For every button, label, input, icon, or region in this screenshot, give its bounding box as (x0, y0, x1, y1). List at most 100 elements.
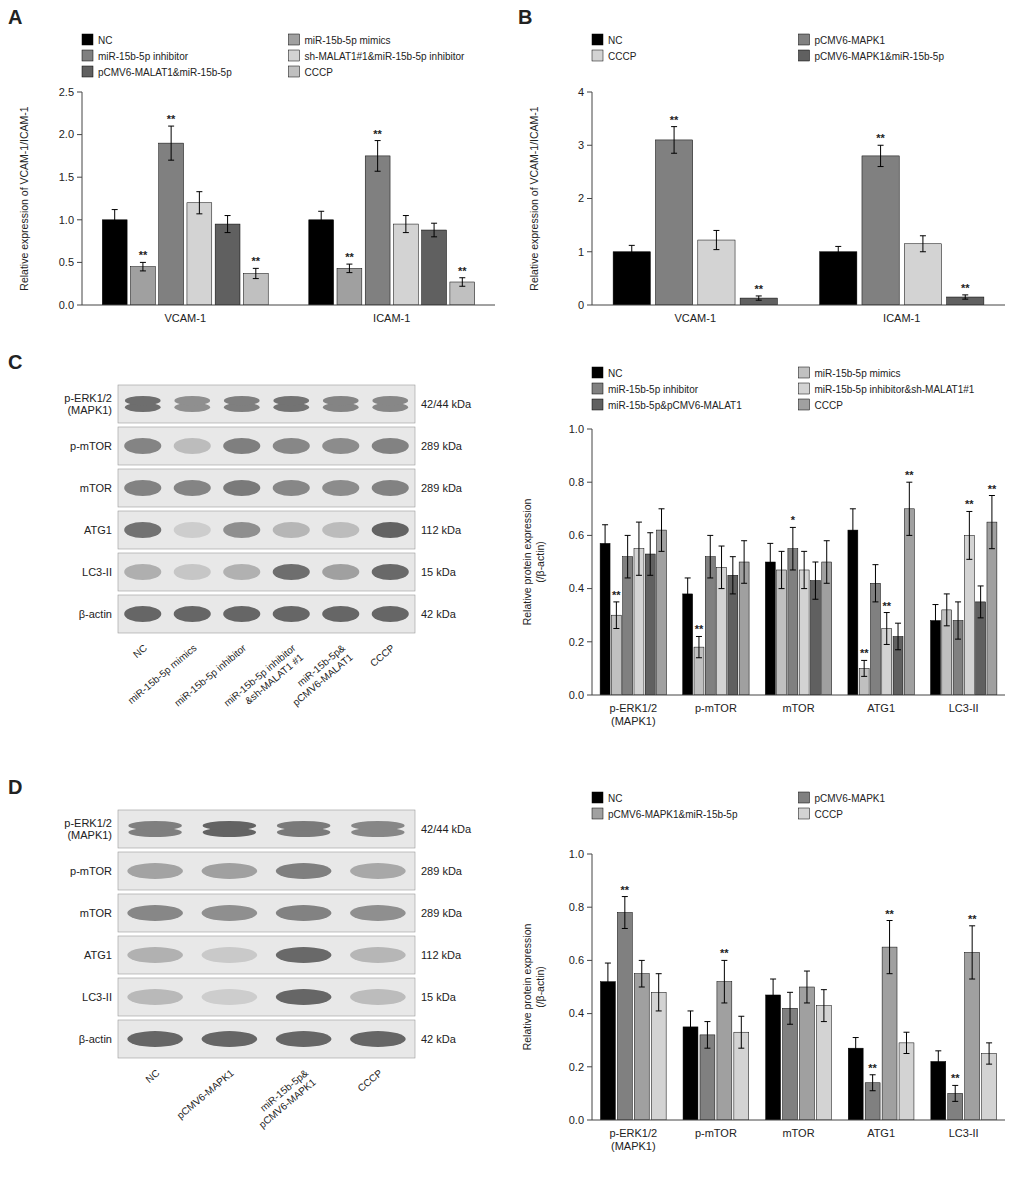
band (372, 480, 409, 496)
error-bar (605, 963, 611, 1000)
y-tick-label: 0.8 (569, 476, 584, 488)
x-tick-label-line: p-mTOR (695, 702, 737, 714)
significance-label: ** (961, 282, 970, 294)
significance-label: ** (876, 132, 885, 144)
y-tick-label-line: 1.0 (569, 848, 584, 860)
y-tick (587, 535, 592, 536)
y-tick-label: 0.6 (569, 529, 584, 541)
panel-label-line: B (518, 6, 532, 28)
column-label: NC (143, 1067, 161, 1085)
bar (215, 224, 240, 305)
band (202, 989, 258, 1005)
row-label-line: LC3-II (82, 991, 112, 1003)
x-tick-label: VCAM-1 (164, 312, 206, 324)
error-bar (602, 525, 608, 562)
blot: Cp-ERK1/2(MAPK1)42/44 kDap-mTOR289 kDamT… (8, 351, 472, 718)
row-label: p-ERK1/2(MAPK1) (64, 392, 112, 416)
legend-swatch (592, 367, 603, 378)
error-bar (636, 522, 642, 575)
x-tick-label-line: ATG1 (867, 1127, 895, 1139)
significance-label-line: ** (961, 282, 970, 294)
significance-label-line: ** (345, 251, 354, 263)
legend-label-line: NC (608, 35, 622, 46)
significance-label-line: ** (965, 498, 974, 510)
y-tick (587, 251, 592, 252)
significance-label: ** (670, 114, 679, 126)
legend-label-line: pCMV6-MALAT1&miR-15b-5p (98, 67, 232, 78)
y-tick-label-line: 0.8 (569, 476, 584, 488)
y-tick-label: 0.0 (569, 1114, 584, 1126)
bar (187, 203, 212, 305)
error-bar (459, 278, 465, 287)
band (350, 989, 406, 1005)
band (202, 1031, 258, 1047)
bar (862, 156, 899, 305)
error-bar (989, 496, 995, 549)
significance-label: ** (860, 647, 869, 659)
significance-label: ** (458, 265, 467, 277)
x-axis (82, 305, 495, 306)
error-bar (622, 897, 628, 929)
significance-label: ** (720, 947, 729, 959)
x-axis (592, 695, 1005, 696)
y-tick-label-line: 1.5 (59, 171, 74, 183)
y-tick-label-line: 0.6 (569, 954, 584, 966)
blot-strip (118, 553, 415, 591)
x-tick-label-line: mTOR (782, 702, 814, 714)
y-tick-label: 2 (578, 192, 584, 204)
blot-strip (118, 852, 415, 890)
error-bar (872, 565, 878, 602)
band (277, 821, 330, 830)
legend-label-line: NC (608, 368, 622, 379)
row-label-line: β-actin (79, 1033, 112, 1045)
band (223, 606, 260, 622)
significance-label-line: ** (612, 589, 621, 601)
band (276, 989, 332, 1005)
panel-label-line: C (8, 351, 22, 373)
band (276, 863, 332, 879)
legend-label-line: CCCP (815, 809, 844, 820)
significance-label: ** (868, 1062, 877, 1074)
error-bar (770, 979, 776, 1011)
bar-chart: NCpCMV6-MAPK1pCMV6-MAPK1&miR-15b-5pCCCP0… (521, 792, 1005, 1152)
significance-label: ** (754, 283, 763, 295)
error-bar (824, 541, 830, 584)
band (202, 905, 258, 921)
row-label: ATG1 (84, 524, 112, 536)
panel-label: B (518, 6, 532, 28)
blot-strip (118, 1020, 415, 1058)
band (322, 606, 359, 622)
y-tick-label: 0.0 (569, 689, 584, 701)
error-bar (713, 230, 719, 249)
kda-label: 42/44 kDa (421, 823, 472, 835)
legend-label: pCMV6-MAPK1 (815, 793, 886, 804)
y-tick-label: 3 (578, 139, 584, 151)
band (372, 606, 409, 622)
y-tick-label: 2.0 (59, 128, 74, 140)
kda-label: 112 kDa (421, 524, 462, 536)
plot-marks (102, 126, 474, 305)
significance-label-line: ** (905, 469, 914, 481)
bar-chart: BNCpCMV6-MAPK1CCCPpCMV6-MAPK1&miR-15b-5p… (518, 6, 1005, 324)
legend-label: pCMV6-MAPK1&miR-15b-5p (608, 809, 738, 820)
band (372, 522, 409, 538)
error-bar (741, 541, 747, 584)
kda-label: 289 kDa (421, 440, 463, 452)
y-axis-label-line: Relative protein expression (521, 499, 533, 626)
y-tick (587, 482, 592, 483)
significance-label: ** (905, 469, 914, 481)
significance-label: ** (252, 255, 261, 267)
band (322, 564, 359, 580)
bar (102, 220, 127, 305)
band (124, 564, 161, 580)
error-bar (944, 594, 950, 626)
legend-label-line: miR-15b-5p inhibitor (608, 384, 699, 395)
row-label: p-ERK1/2(MAPK1) (64, 817, 112, 841)
y-tick (587, 907, 592, 908)
error-bar (887, 921, 893, 974)
error-bar (403, 216, 409, 233)
x-tick-label: mTOR (782, 702, 814, 714)
legend-label-line: pCMV6-MAPK1&miR-15b-5p (815, 51, 945, 62)
y-axis-label: Relative protein expression(/β-actin) (521, 499, 546, 626)
significance-label: ** (968, 913, 977, 925)
